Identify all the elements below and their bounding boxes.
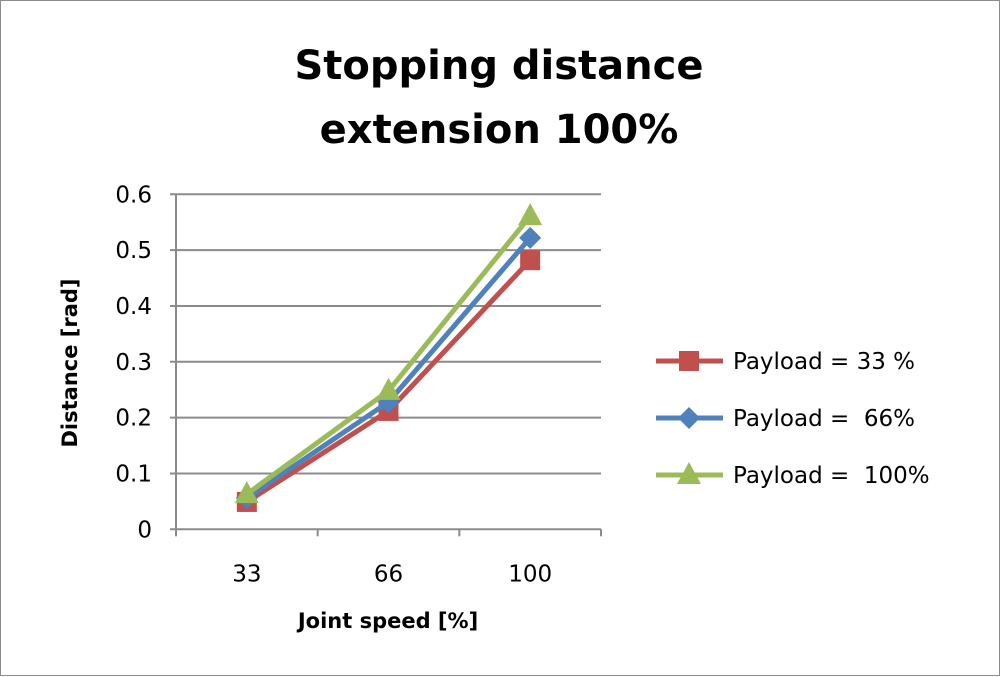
y-tick-label: 0.1 <box>115 461 152 487</box>
legend-item: Payload = 66% <box>656 406 915 432</box>
x-tick-label: 33 <box>232 561 261 587</box>
y-tick-label: 0.6 <box>115 182 152 208</box>
legend-marker-square <box>679 351 699 371</box>
x-tick-label: 100 <box>508 561 552 587</box>
y-tick-label: 0.3 <box>115 350 152 376</box>
x-tick-label: 66 <box>374 561 403 587</box>
series-3 <box>234 203 543 504</box>
y-tick-label: 0 <box>137 517 152 543</box>
legend-label: Payload = 100% <box>733 463 930 489</box>
data-point-diamond <box>519 226 542 249</box>
y-tick-label: 0.2 <box>115 406 152 432</box>
series-line <box>245 214 533 497</box>
legend-marker-triangle <box>677 462 701 484</box>
legend-label: Payload = 66% <box>733 406 915 432</box>
chart-title-line-1: Stopping distance <box>294 43 703 89</box>
x-axis-label: Joint speed [%] <box>296 609 478 633</box>
data-point-square <box>520 250 541 271</box>
data-point-triangle <box>518 203 543 226</box>
series-line <box>245 236 533 501</box>
legend-item: Payload = 100% <box>656 462 930 489</box>
y-tick-label: 0.5 <box>115 238 152 264</box>
legend-marker-diamond <box>678 407 700 429</box>
chart-title-line-2: extension 100% <box>320 107 679 153</box>
legend-label: Payload = 33 % <box>733 349 915 375</box>
data-point-triangle <box>234 481 259 504</box>
series-2 <box>235 226 542 510</box>
y-tick-label: 0.4 <box>115 294 152 320</box>
data-point-triangle <box>376 377 401 400</box>
legend-item: Payload = 33 % <box>656 349 915 375</box>
y-axis-label: Distance [rad] <box>58 278 82 447</box>
